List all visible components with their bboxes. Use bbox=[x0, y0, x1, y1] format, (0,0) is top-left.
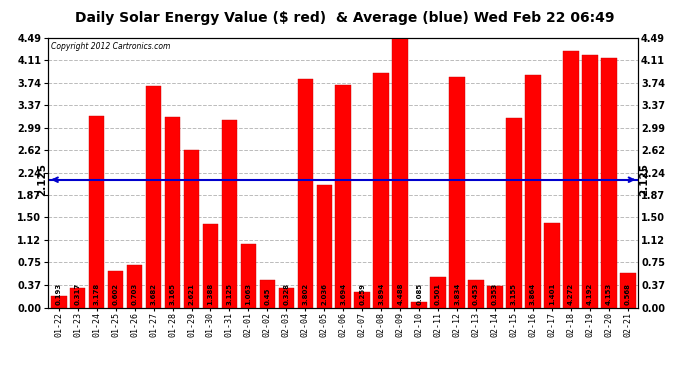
Bar bbox=[506, 118, 522, 308]
Text: 3.694: 3.694 bbox=[340, 282, 346, 305]
Text: 2.125: 2.125 bbox=[640, 163, 649, 196]
Text: 1.063: 1.063 bbox=[246, 283, 251, 305]
Bar bbox=[51, 296, 66, 307]
Bar bbox=[487, 286, 503, 308]
Text: 0.45: 0.45 bbox=[264, 287, 270, 305]
Text: 0.602: 0.602 bbox=[112, 283, 119, 305]
Text: 0.085: 0.085 bbox=[416, 283, 422, 305]
Text: 0.193: 0.193 bbox=[56, 282, 61, 305]
Bar bbox=[355, 292, 370, 308]
Text: 4.192: 4.192 bbox=[587, 282, 593, 305]
Text: 0.703: 0.703 bbox=[132, 282, 137, 305]
Text: 3.864: 3.864 bbox=[530, 282, 536, 305]
Bar bbox=[601, 58, 617, 308]
Bar bbox=[393, 38, 408, 308]
Bar bbox=[411, 302, 427, 307]
Bar bbox=[297, 79, 313, 308]
Text: 3.165: 3.165 bbox=[170, 283, 175, 305]
Bar bbox=[241, 244, 256, 308]
Text: Copyright 2012 Cartronics.com: Copyright 2012 Cartronics.com bbox=[51, 42, 170, 51]
Bar bbox=[469, 280, 484, 308]
Text: 0.501: 0.501 bbox=[435, 283, 441, 305]
Bar bbox=[279, 288, 294, 308]
Bar bbox=[221, 120, 237, 308]
Text: 4.153: 4.153 bbox=[606, 282, 612, 305]
Text: 2.621: 2.621 bbox=[188, 283, 195, 305]
Bar bbox=[582, 56, 598, 308]
Bar bbox=[203, 224, 218, 308]
Bar bbox=[89, 116, 104, 308]
Text: 4.488: 4.488 bbox=[397, 282, 403, 305]
Text: 1.388: 1.388 bbox=[208, 282, 213, 305]
Bar bbox=[146, 86, 161, 308]
Bar bbox=[165, 117, 180, 308]
Bar bbox=[335, 86, 351, 308]
Bar bbox=[184, 150, 199, 308]
Bar bbox=[544, 223, 560, 308]
Bar bbox=[108, 271, 124, 308]
Text: 0.453: 0.453 bbox=[473, 282, 479, 305]
Bar bbox=[525, 75, 541, 307]
Bar bbox=[563, 51, 579, 308]
Text: 3.125: 3.125 bbox=[226, 283, 233, 305]
Text: 3.802: 3.802 bbox=[302, 283, 308, 305]
Bar bbox=[317, 185, 332, 308]
Bar bbox=[127, 265, 142, 308]
Text: 3.178: 3.178 bbox=[94, 282, 99, 305]
Bar bbox=[259, 280, 275, 308]
Text: 0.317: 0.317 bbox=[75, 282, 81, 305]
Text: 2.125: 2.125 bbox=[37, 163, 47, 196]
Text: 0.353: 0.353 bbox=[492, 283, 498, 305]
Text: 0.328: 0.328 bbox=[284, 283, 289, 305]
Bar bbox=[449, 77, 465, 308]
Bar bbox=[620, 273, 635, 308]
Text: 3.894: 3.894 bbox=[378, 282, 384, 305]
Text: 0.568: 0.568 bbox=[625, 283, 631, 305]
Text: 0.259: 0.259 bbox=[359, 283, 365, 305]
Text: Daily Solar Energy Value ($ red)  & Average (blue) Wed Feb 22 06:49: Daily Solar Energy Value ($ red) & Avera… bbox=[75, 11, 615, 25]
Text: 4.272: 4.272 bbox=[568, 283, 574, 305]
Bar bbox=[70, 288, 86, 308]
Text: 3.834: 3.834 bbox=[454, 282, 460, 305]
Bar bbox=[373, 74, 389, 308]
Text: 2.036: 2.036 bbox=[322, 283, 327, 305]
Text: 1.401: 1.401 bbox=[549, 282, 555, 305]
Bar bbox=[431, 278, 446, 308]
Text: 3.155: 3.155 bbox=[511, 283, 517, 305]
Text: 3.682: 3.682 bbox=[150, 283, 157, 305]
